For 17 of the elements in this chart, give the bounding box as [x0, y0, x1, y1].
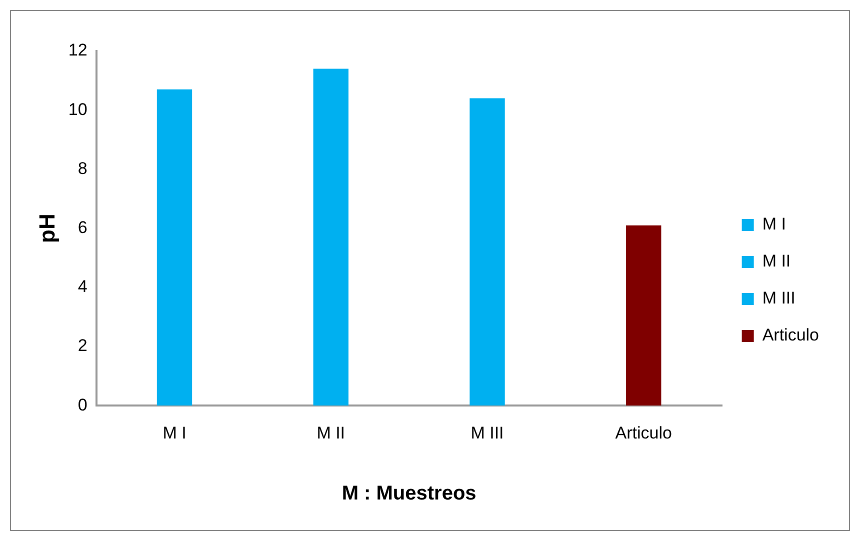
y-tick-label: 0 [78, 395, 88, 414]
x-tick-label: M I [162, 423, 186, 442]
legend-label: M I [762, 214, 786, 234]
legend-label: Articulo [762, 326, 819, 345]
x-tick-label: M II [316, 423, 346, 442]
legend-label: M II [762, 252, 791, 271]
y-tick-label: 4 [78, 277, 88, 296]
y-tick-label: 12 [68, 40, 88, 60]
legend-label: M III [762, 288, 796, 308]
y-tick-label: 8 [78, 158, 88, 178]
x-axis-title: M : Muestreos [342, 482, 476, 505]
x-tick-label: M III [470, 423, 504, 442]
x-tick-label: Articulo [615, 423, 672, 442]
y-tick-label: 6 [78, 218, 88, 237]
y-tick-label: 10 [68, 100, 88, 119]
y-tick-label: 2 [78, 336, 88, 356]
y-axis-title: pH [34, 214, 60, 243]
